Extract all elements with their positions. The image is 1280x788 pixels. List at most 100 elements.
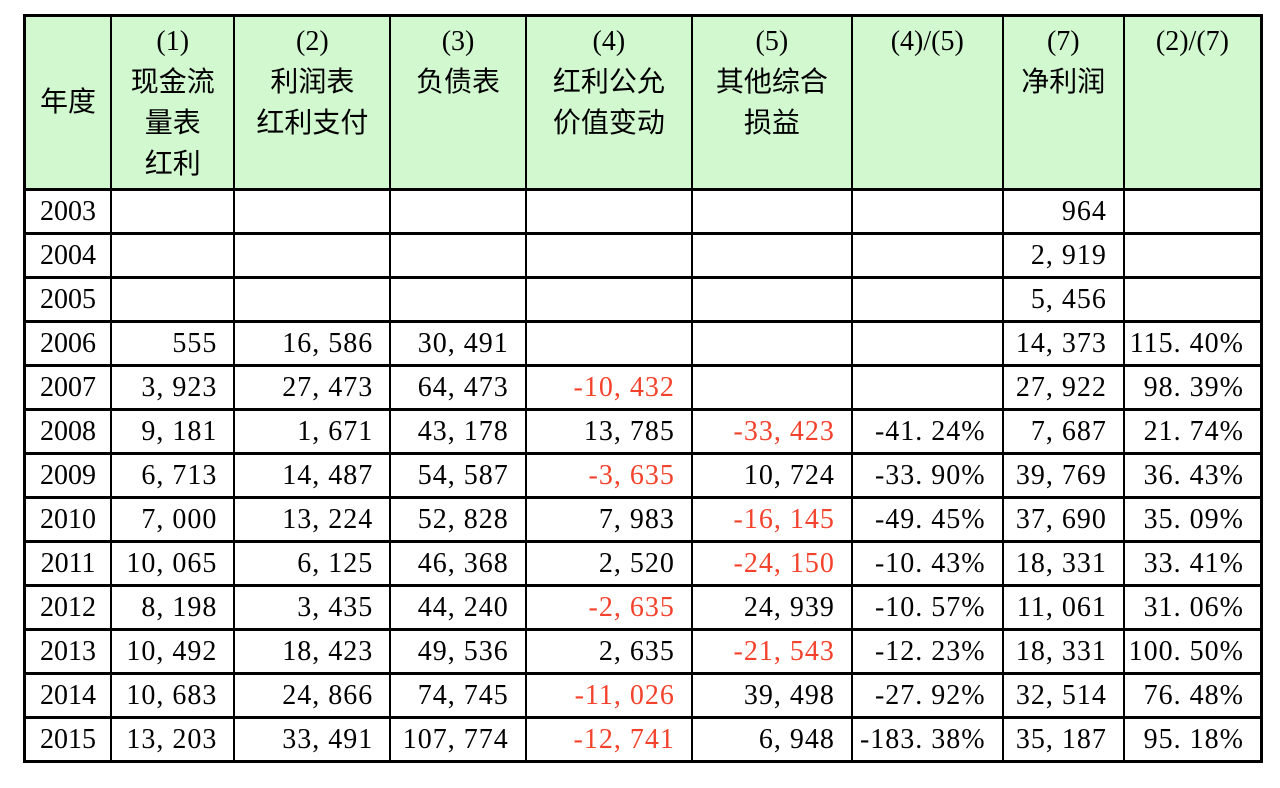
header-col-number: (4)/(5) (890, 26, 964, 57)
value-cell: 46, 368 (389, 540, 527, 587)
year-cell: 2009 (23, 452, 113, 499)
header-year: 年度 (23, 14, 113, 191)
value-cell: 24, 939 (690, 584, 853, 631)
value-cell: 49, 536 (389, 628, 527, 675)
financial-table: 年度 (1) 现金流 量表 红利 (2) 利润表 红利支付 (3) 负债表 (4… (23, 14, 1263, 763)
value-cell: 52, 828 (389, 496, 527, 543)
value-cell: 2, 635 (524, 628, 693, 675)
year-cell: 2011 (23, 540, 113, 587)
header-col-4: (4) 红利公允 价值变动 (524, 14, 693, 191)
value-cell: 54, 587 (389, 452, 527, 499)
year-cell: 2008 (23, 408, 113, 455)
value-cell: 21. 74% (1122, 408, 1263, 455)
value-cell: 44, 240 (389, 584, 527, 631)
header-col-label: 净利润 (1021, 67, 1106, 98)
value-cell: 33. 41% (1122, 540, 1263, 587)
value-cell: 18, 423 (233, 628, 392, 675)
value-cell: 74, 745 (389, 672, 527, 719)
value-cell: -12. 23% (850, 628, 1004, 675)
value-cell: 964 (1001, 188, 1125, 235)
value-cell: 98. 39% (1122, 364, 1263, 411)
value-cell: -24, 150 (690, 540, 853, 587)
table-row: 2012 8, 198 3, 435 44, 240 -2, 635 24, 939 -10… (23, 584, 1263, 631)
value-cell: 2, 919 (1001, 232, 1125, 279)
year-cell: 2015 (23, 716, 113, 763)
value-cell: 6, 948 (690, 716, 853, 763)
value-cell: -11, 026 (524, 672, 693, 719)
value-cell (850, 276, 1004, 323)
value-cell: 6, 125 (233, 540, 392, 587)
value-cell: 18, 331 (1001, 628, 1125, 675)
value-cell (690, 188, 853, 235)
value-cell: -2, 635 (524, 584, 693, 631)
value-cell (233, 188, 392, 235)
year-cell: 2003 (23, 188, 113, 235)
value-cell: 24, 866 (233, 672, 392, 719)
table-row: 2007 3, 923 27, 473 64, 473 -10, 432 27, 922 9… (23, 364, 1263, 411)
year-cell: 2004 (23, 232, 113, 279)
value-cell: 115. 40% (1122, 320, 1263, 367)
value-cell: 6, 713 (110, 452, 236, 499)
value-cell: 35, 187 (1001, 716, 1125, 763)
value-cell: 16, 586 (233, 320, 392, 367)
value-cell (690, 276, 853, 323)
header-col-number: (2) (296, 26, 329, 57)
value-cell (524, 276, 693, 323)
value-cell: -27. 92% (850, 672, 1004, 719)
value-cell: -10, 432 (524, 364, 693, 411)
header-col-number: (7) (1046, 26, 1080, 57)
value-cell: 13, 224 (233, 496, 392, 543)
header-col-label: 其他综合 损益 (715, 67, 828, 139)
value-cell: 13, 203 (110, 716, 236, 763)
value-cell: 37, 690 (1001, 496, 1125, 543)
value-cell: 95. 18% (1122, 716, 1263, 763)
header-col-number: (2)/(7) (1155, 26, 1229, 57)
value-cell: 39, 498 (690, 672, 853, 719)
year-cell: 2014 (23, 672, 113, 719)
value-cell: -41. 24% (850, 408, 1004, 455)
value-cell (389, 188, 527, 235)
value-cell: -10. 43% (850, 540, 1004, 587)
value-cell (690, 364, 853, 411)
header-col-3: (3) 负债表 (389, 14, 527, 191)
value-cell: 43, 178 (389, 408, 527, 455)
value-cell (389, 276, 527, 323)
value-cell: 3, 923 (110, 364, 236, 411)
value-cell (1122, 232, 1263, 279)
table-row: 2006 555 16, 586 30, 491 14, 373 115. 40% (23, 320, 1263, 367)
value-cell (524, 232, 693, 279)
header-col-label: 负债表 (416, 67, 501, 98)
value-cell: 35. 09% (1122, 496, 1263, 543)
value-cell: -21, 543 (690, 628, 853, 675)
value-cell: 64, 473 (389, 364, 527, 411)
header-col-number: (4) (592, 26, 626, 57)
year-cell: 2013 (23, 628, 113, 675)
value-cell (1122, 276, 1263, 323)
value-cell: 18, 331 (1001, 540, 1125, 587)
value-cell (524, 188, 693, 235)
header-col-ratio-4-5: (4)/(5) (850, 14, 1004, 191)
value-cell: 9, 181 (110, 408, 236, 455)
table-row: 2009 6, 713 14, 487 54, 587 -3, 635 10, 724 -3… (23, 452, 1263, 499)
value-cell: 36. 43% (1122, 452, 1263, 499)
year-cell: 2005 (23, 276, 113, 323)
value-cell: 10, 492 (110, 628, 236, 675)
value-cell: 14, 487 (233, 452, 392, 499)
value-cell: 39, 769 (1001, 452, 1125, 499)
value-cell: 5, 456 (1001, 276, 1125, 323)
value-cell (233, 232, 392, 279)
value-cell: -10. 57% (850, 584, 1004, 631)
value-cell (850, 320, 1004, 367)
table-row: 2013 10, 492 18, 423 49, 536 2, 635 -21, 543-… (23, 628, 1263, 675)
value-cell: 32, 514 (1001, 672, 1125, 719)
header-col-number: (3) (441, 26, 475, 57)
header-col-2: (2) 利润表 红利支付 (233, 14, 392, 191)
value-cell (850, 364, 1004, 411)
value-cell: 7, 687 (1001, 408, 1125, 455)
value-cell (233, 276, 392, 323)
value-cell (690, 320, 853, 367)
value-cell (1122, 188, 1263, 235)
value-cell: 2, 520 (524, 540, 693, 587)
value-cell (110, 188, 236, 235)
value-cell: 107, 774 (389, 716, 527, 763)
